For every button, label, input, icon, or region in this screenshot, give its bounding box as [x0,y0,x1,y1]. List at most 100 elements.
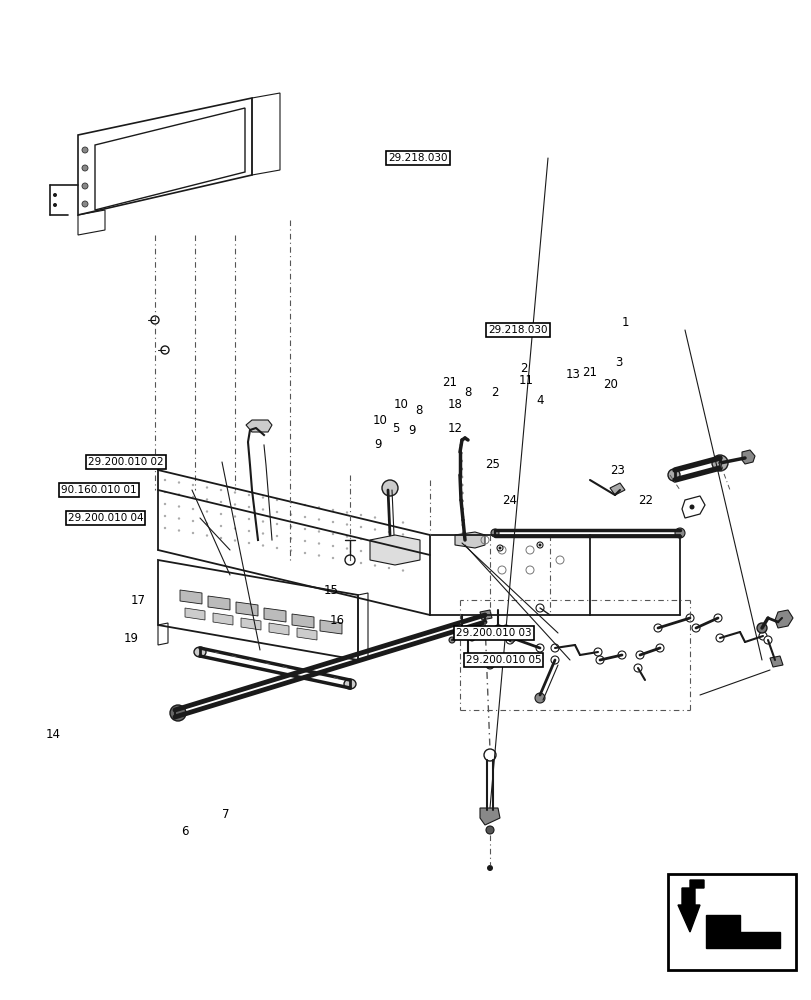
Circle shape [633,664,642,672]
Polygon shape [185,608,204,620]
Circle shape [164,503,166,505]
Circle shape [448,637,454,643]
Circle shape [505,636,513,644]
Ellipse shape [194,647,206,657]
Circle shape [689,504,693,510]
Polygon shape [180,590,202,604]
Circle shape [164,491,166,493]
Polygon shape [774,610,792,628]
Text: 29.200.010 02: 29.200.010 02 [88,457,164,467]
Circle shape [247,506,250,508]
Circle shape [459,452,462,454]
Circle shape [317,530,320,533]
Circle shape [205,498,208,501]
Polygon shape [268,623,289,635]
Circle shape [373,528,375,531]
Circle shape [388,519,390,521]
Circle shape [191,496,194,498]
Circle shape [536,542,543,548]
Circle shape [460,484,463,487]
Circle shape [205,486,208,489]
Text: 29.218.030: 29.218.030 [487,325,547,335]
Ellipse shape [344,679,355,689]
Circle shape [401,533,404,536]
Circle shape [486,826,493,834]
Circle shape [317,554,320,557]
Circle shape [713,614,721,622]
Circle shape [345,523,348,526]
Circle shape [220,513,222,515]
Circle shape [373,540,375,543]
Circle shape [261,544,264,547]
Circle shape [483,631,491,639]
Text: 2: 2 [519,361,527,374]
Circle shape [551,656,558,664]
Polygon shape [236,602,258,616]
Circle shape [303,528,306,530]
Text: 16: 16 [329,613,344,626]
Circle shape [276,547,278,549]
Circle shape [82,183,88,189]
Circle shape [151,316,159,324]
Circle shape [82,201,88,207]
Polygon shape [208,596,230,610]
Circle shape [247,542,250,544]
Circle shape [290,513,292,516]
Text: 10: 10 [372,414,387,426]
Circle shape [388,555,390,557]
Circle shape [763,636,771,644]
Text: 4: 4 [535,393,543,406]
Polygon shape [292,614,314,628]
Polygon shape [212,613,233,625]
Circle shape [538,544,541,546]
Polygon shape [454,532,484,548]
Circle shape [401,521,404,524]
Circle shape [491,529,499,537]
Circle shape [276,511,278,513]
Circle shape [53,203,57,207]
Text: 90.160.010 01: 90.160.010 01 [61,485,137,495]
Text: 8: 8 [414,403,423,416]
Circle shape [711,455,727,471]
Circle shape [234,527,236,530]
Polygon shape [320,620,341,634]
Circle shape [345,535,348,538]
Circle shape [483,749,496,761]
Text: 21: 21 [581,365,596,378]
Circle shape [205,510,208,513]
Circle shape [191,532,194,534]
Circle shape [459,460,462,462]
Circle shape [178,517,180,520]
Circle shape [461,516,464,518]
Circle shape [247,518,250,520]
Circle shape [381,480,397,496]
Text: 19: 19 [124,632,139,644]
Circle shape [667,469,679,481]
Circle shape [594,648,601,656]
Circle shape [290,501,292,504]
Circle shape [178,505,180,508]
Circle shape [463,631,471,639]
Circle shape [373,564,375,567]
Circle shape [317,542,320,545]
Circle shape [191,520,194,522]
Circle shape [595,656,603,664]
Circle shape [535,644,543,652]
Polygon shape [741,450,754,464]
Circle shape [373,516,375,519]
Text: 9: 9 [373,438,381,452]
Circle shape [161,346,169,354]
Text: 29.200.010 04: 29.200.010 04 [67,513,144,523]
Circle shape [487,865,492,871]
Circle shape [247,530,250,532]
Text: 2: 2 [491,386,499,399]
Text: 23: 23 [609,464,624,477]
Circle shape [461,524,464,526]
Circle shape [635,651,643,659]
Circle shape [164,527,166,529]
Text: 25: 25 [485,458,500,472]
Polygon shape [609,483,624,495]
Circle shape [655,644,663,652]
Circle shape [164,479,166,481]
Circle shape [653,624,661,632]
